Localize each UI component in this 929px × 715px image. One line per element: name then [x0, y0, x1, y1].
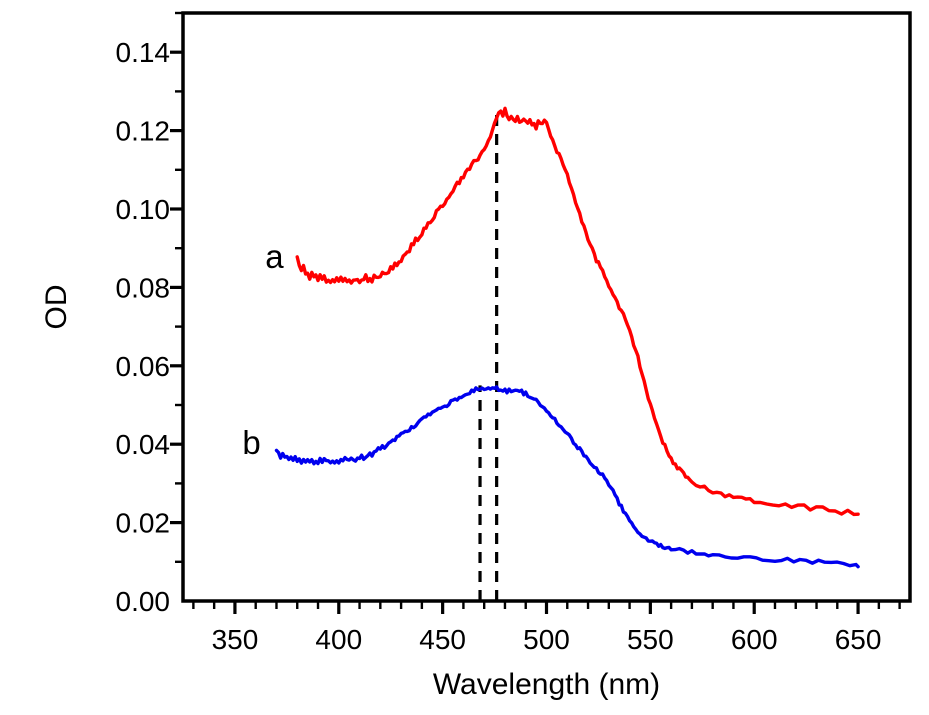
curve-label-a: a: [265, 238, 284, 275]
curve-label-b: b: [242, 424, 260, 461]
axes-layer: 350 400 450 500 550 600 650 0.00 0.02 0.04 0.06 0.0…: [116, 11, 912, 655]
y-tick-label: 0.08: [116, 272, 171, 303]
series-layer: [274, 106, 860, 569]
spectrum-curve-a: [295, 106, 860, 517]
y-tick-label: 0.02: [116, 508, 171, 539]
x-tick-label: 450: [419, 624, 466, 655]
y-tick-label: 0.12: [116, 116, 171, 147]
x-tick-label: 550: [627, 624, 674, 655]
x-tick-label: 350: [212, 624, 259, 655]
plot-frame: [181, 11, 912, 603]
dashed-guides-layer: [478, 107, 499, 601]
x-tick-label: 600: [731, 624, 778, 655]
y-tick-label: 0.06: [116, 351, 171, 382]
x-tick-label: 400: [315, 624, 362, 655]
y-tick-label: 0.14: [116, 37, 171, 68]
y-axis-title: OD: [40, 285, 73, 330]
spectrum-curve-b: [274, 385, 860, 569]
x-tick-label: 500: [523, 624, 570, 655]
y-tick-label: 0.04: [116, 429, 171, 460]
x-axis-title: Wavelength (nm): [433, 668, 660, 701]
y-tick-label: 0.00: [116, 586, 171, 617]
y-tick-label: 0.10: [116, 194, 171, 225]
x-tick-label: 650: [835, 624, 882, 655]
